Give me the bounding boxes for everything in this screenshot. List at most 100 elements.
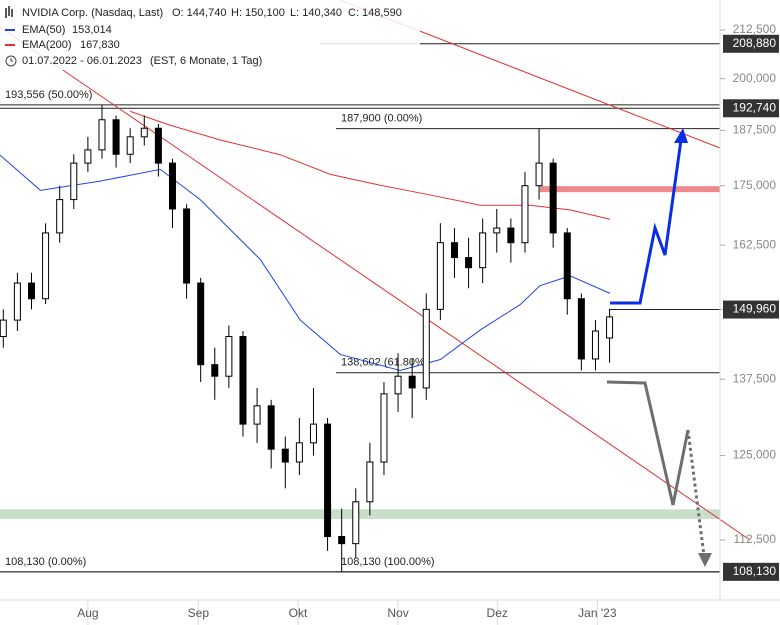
clock-hand: [10, 58, 13, 62]
axis: 112,500125,000137,500150,000162,500175,0…: [77, 22, 779, 625]
x-tick-label: Jan '23: [578, 606, 617, 620]
date-note: (EST, 6 Monate, 1 Tag): [150, 55, 262, 67]
y-tick-label: 125,000: [733, 448, 777, 462]
zones: [0, 186, 720, 519]
y-tick-label: 175,000: [733, 178, 777, 192]
candle-body: [253, 405, 261, 425]
candle-body: [0, 319, 7, 338]
candle-body: [140, 127, 148, 138]
candle-body: [422, 308, 430, 389]
zone: [0, 509, 720, 519]
fib-label: 193,556 (50.00%): [5, 89, 92, 101]
level-label: 149,960: [733, 302, 777, 316]
candle-body: [309, 423, 317, 444]
legend-title: NVIDIA Corp. (Nasdaq, Last): [22, 7, 163, 19]
y-tick-label: 137,500: [733, 371, 777, 385]
candle-body: [563, 232, 571, 300]
fib-label: 108,130 (0.00%): [5, 556, 86, 568]
candle-body: [295, 442, 303, 463]
candle-body: [168, 162, 176, 210]
candle-body: [281, 448, 289, 463]
legend-bg: [0, 0, 420, 70]
candle-body: [380, 393, 388, 463]
candle-body: [521, 185, 529, 244]
x-tick-label: Nov: [387, 606, 408, 620]
candle-body: [70, 162, 78, 201]
level-box: [723, 99, 779, 118]
projection-up: [610, 139, 683, 305]
candle-body: [324, 423, 332, 538]
candle-body: [56, 199, 64, 234]
candle-body: [126, 136, 134, 155]
candle-body: [366, 461, 374, 503]
candle-body: [450, 242, 458, 259]
legend-entry: EMA(200): [22, 39, 72, 51]
candle-body: [394, 375, 402, 395]
legend-ohlc: H: 150,100: [231, 7, 285, 19]
candle-body: [98, 119, 106, 151]
candle-body: [13, 282, 21, 321]
x-tick-label: Dez: [487, 606, 508, 620]
fib-label: 187,900 (0.00%): [341, 113, 422, 125]
level-label: 108,130: [733, 564, 777, 578]
projection-dotted: [686, 429, 706, 557]
legend: NVIDIA Corp. (Nasdaq, Last) O: 144,740 H…: [0, 0, 420, 70]
legend-ohlc: C: 148,590: [348, 7, 402, 19]
y-tick-label: 200,000: [733, 71, 777, 85]
y-tick-label: 212,500: [733, 22, 777, 36]
y-tick-label: 162,500: [733, 237, 777, 251]
legend-icon: [5, 6, 13, 18]
level-label: 192,740: [733, 100, 777, 114]
y-tick-label: 112,500: [734, 532, 777, 546]
clock-icon: [5, 55, 17, 67]
levels: 193,556 (50.00%) 187,900 (0.00%) 138,602 (…: [0, 43, 720, 573]
candle-body: [408, 375, 416, 389]
candle-body: [338, 536, 346, 545]
candle-body: [225, 336, 233, 377]
ema-line: [130, 110, 611, 220]
date-range: 01.07.2022 - 06.01.2023: [22, 55, 142, 67]
candle-body: [42, 232, 50, 300]
candle-body: [507, 227, 515, 244]
level-box: [723, 562, 779, 581]
candle-body: [183, 208, 191, 284]
zone: [540, 186, 720, 193]
candle-body: [27, 282, 35, 300]
legend-value: 153,014: [72, 24, 112, 36]
candle-body: [535, 162, 543, 187]
fib-label: 108,130 (100.00%): [341, 556, 435, 568]
legend-ohlc: L: 140,340: [290, 7, 342, 19]
candle-body: [112, 119, 120, 155]
candle-body: [197, 282, 205, 366]
level-label: 208,880: [733, 36, 777, 50]
x-tick-label: Aug: [77, 606, 98, 620]
arrow-head: [698, 553, 712, 567]
candle-body: [352, 501, 360, 545]
candle-body: [591, 330, 599, 360]
candle-body: [479, 232, 487, 269]
x-tick-label: Okt: [289, 606, 308, 620]
arrow-head: [674, 128, 688, 143]
level-box: [723, 34, 779, 53]
level-box: [723, 300, 779, 319]
candle-body: [84, 149, 92, 164]
candle-body: [549, 162, 557, 234]
trend-line: [0, 26, 751, 541]
y-tick-label: 187,500: [733, 123, 777, 137]
plot: [0, 104, 614, 572]
candle-body: [436, 242, 444, 310]
x-tick-label: Sep: [188, 606, 210, 620]
candle-body: [606, 316, 614, 339]
candle-body: [493, 227, 501, 234]
candle-body: [465, 257, 473, 269]
candle-body: [239, 336, 247, 425]
candle-body: [577, 298, 585, 360]
projection-down: [606, 380, 690, 506]
legend-ohlc: O: 144,740: [172, 7, 226, 19]
ema-line: [0, 154, 611, 371]
candle-body: [154, 127, 162, 164]
legend-value: 167,830: [80, 39, 120, 51]
candle-body: [211, 364, 219, 377]
